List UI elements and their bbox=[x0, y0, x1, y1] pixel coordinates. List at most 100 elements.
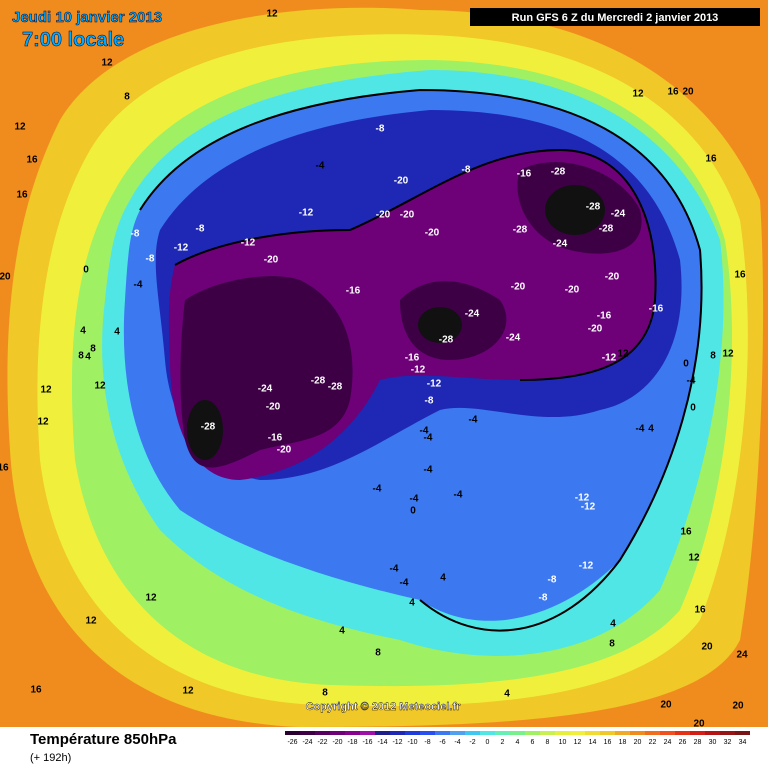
contour-label: 16 bbox=[26, 155, 38, 166]
scale-swatch bbox=[540, 731, 555, 735]
contour-label: 4 bbox=[648, 424, 654, 435]
contour-label: -20 bbox=[511, 282, 526, 293]
contour-label: 12 bbox=[101, 58, 113, 69]
scale-swatch bbox=[345, 731, 360, 735]
contour-label: 16 bbox=[680, 527, 692, 538]
scale-swatch bbox=[660, 731, 675, 735]
contour-label: -28 bbox=[439, 335, 454, 346]
contour-label: 4 bbox=[85, 352, 91, 363]
contour-label: -12 bbox=[174, 243, 189, 254]
contour-label: -4 bbox=[469, 415, 478, 426]
scale-swatch bbox=[600, 731, 615, 735]
contour-label: -8 bbox=[462, 165, 471, 176]
contour-label: 4 bbox=[440, 573, 446, 584]
contour-label: 12 bbox=[722, 349, 734, 360]
contour-label: 20 bbox=[732, 701, 744, 712]
contour-label: 20 bbox=[0, 272, 11, 283]
scale-swatch bbox=[465, 731, 480, 735]
contour-label: 16 bbox=[16, 190, 28, 201]
scale-swatch bbox=[480, 731, 495, 735]
contour-label: -28 bbox=[551, 167, 566, 178]
contour-label: -20 bbox=[565, 285, 580, 296]
contour-label: -16 bbox=[649, 304, 664, 315]
contour-label: -8 bbox=[376, 124, 385, 135]
contour-label: 12 bbox=[40, 385, 52, 396]
contour-label: -28 bbox=[311, 376, 326, 387]
scale-swatch bbox=[525, 731, 540, 735]
contour-label: -4 bbox=[410, 494, 419, 505]
scale-swatch bbox=[360, 731, 375, 735]
contour-label: 12 bbox=[37, 417, 49, 428]
contour-label: -8 bbox=[539, 593, 548, 604]
scale-tick-label: 6 bbox=[531, 739, 535, 746]
contour-label: -12 bbox=[575, 493, 590, 504]
contour-label: -20 bbox=[588, 324, 603, 335]
contour-labels: 12 8 12 16 16 20 12 20 16 12 16 16 12 8 -8 -8 -16 -28 -4 -1… bbox=[0, 9, 748, 730]
contour-label: 12 bbox=[145, 593, 157, 604]
contour-label: 16 bbox=[734, 270, 746, 281]
scale-tick-label: 0 bbox=[486, 739, 490, 746]
scale-swatch bbox=[615, 731, 630, 735]
isotherm-zero bbox=[139, 88, 703, 632]
scale-tick-label: 26 bbox=[679, 739, 687, 746]
contour-label: -4 bbox=[316, 161, 325, 172]
scale-tick-label: 32 bbox=[724, 739, 732, 746]
contour-label: -12 bbox=[602, 353, 617, 364]
scale-swatch bbox=[645, 731, 660, 735]
contour-label: 8 bbox=[710, 351, 716, 362]
scale-tick-label: 24 bbox=[664, 739, 672, 746]
contour-label: -4 bbox=[420, 426, 429, 437]
scale-swatch bbox=[705, 731, 720, 735]
contour-label: -4 bbox=[373, 484, 382, 495]
scale-tick-label: 14 bbox=[589, 739, 597, 746]
scale-swatch bbox=[435, 731, 450, 735]
contour-label: -24 bbox=[465, 309, 480, 320]
contour-label: -8 bbox=[196, 224, 205, 235]
contour-label: 20 bbox=[682, 87, 694, 98]
contour-label: 16 bbox=[705, 154, 717, 165]
contour-label: -16 bbox=[346, 286, 361, 297]
contour-label: 12 bbox=[182, 686, 194, 697]
scale-tick-label: -10 bbox=[407, 739, 417, 746]
contour-label: 4 bbox=[409, 598, 415, 609]
contour-label: -28 bbox=[328, 382, 343, 393]
contour-label: -12 bbox=[299, 208, 314, 219]
contour-label: 12 bbox=[632, 89, 644, 100]
scale-tick-label: -22 bbox=[317, 739, 327, 746]
contour-label: -28 bbox=[586, 202, 601, 213]
scale-swatch bbox=[585, 731, 600, 735]
contour-label: -16 bbox=[597, 311, 612, 322]
scale-tick-label: -4 bbox=[454, 739, 460, 746]
scale-swatch bbox=[570, 731, 585, 735]
core-cold-west bbox=[187, 400, 223, 460]
scale-tick-label: 10 bbox=[559, 739, 567, 746]
contour-label: 0 bbox=[690, 403, 696, 414]
contour-label: -20 bbox=[376, 210, 391, 221]
scale-tick-label: 18 bbox=[619, 739, 627, 746]
scale-swatch bbox=[330, 731, 345, 735]
contour-label: 8 bbox=[124, 92, 130, 103]
contour-label: -28 bbox=[513, 225, 528, 236]
contour-label: -28 bbox=[201, 422, 216, 433]
contour-label: 16 bbox=[30, 685, 42, 696]
contour-label: -24 bbox=[611, 209, 626, 220]
contour-label: -24 bbox=[258, 384, 273, 395]
contour-label: -12 bbox=[581, 502, 596, 513]
scale-swatch bbox=[735, 731, 750, 735]
contour-label: -20 bbox=[400, 210, 415, 221]
contour-label: -20 bbox=[277, 445, 292, 456]
contour-label: -12 bbox=[241, 238, 256, 249]
scale-swatch bbox=[420, 731, 435, 735]
contour-label: -16 bbox=[405, 353, 420, 364]
scale-tick-label: -20 bbox=[332, 739, 342, 746]
contour-label: 16 bbox=[694, 605, 706, 616]
contour-label: -4 bbox=[134, 280, 143, 291]
scale-swatch bbox=[675, 731, 690, 735]
contour-label: -16 bbox=[517, 169, 532, 180]
scale-tick-label: -18 bbox=[347, 739, 357, 746]
scale-tick-label: -14 bbox=[377, 739, 387, 746]
contour-label: 20 bbox=[660, 700, 672, 711]
scale-tick-label: 22 bbox=[649, 739, 657, 746]
scale-swatch bbox=[720, 731, 735, 735]
